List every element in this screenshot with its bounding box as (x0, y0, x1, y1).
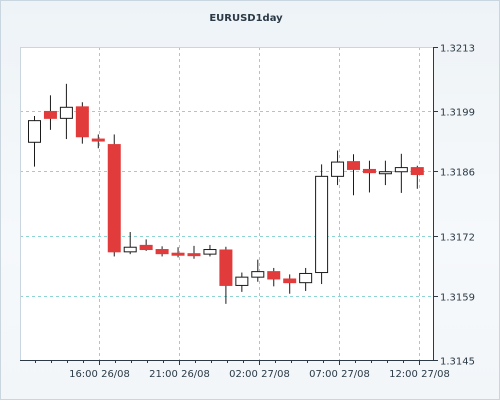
candle-body-bull (315, 175, 329, 274)
y-tick-label: 1.3186 (440, 168, 475, 179)
candle (91, 134, 105, 149)
candle (123, 232, 137, 255)
y-tick-label: 1.3172 (440, 233, 475, 244)
plot-area (20, 47, 433, 360)
candles (28, 83, 424, 304)
candle (299, 267, 313, 291)
candle (331, 150, 345, 186)
candle-body-bull (123, 246, 137, 253)
x-tick-label: 12:00 27/08 (389, 369, 450, 380)
x-tick-label: 16:00 26/08 (69, 369, 130, 380)
y-tick-label: 1.3159 (440, 293, 475, 304)
candle (203, 244, 217, 257)
x-tick-label: 07:00 27/08 (309, 369, 370, 380)
candle (219, 246, 233, 304)
candle-body-bear (267, 271, 281, 280)
candle (59, 83, 73, 140)
candle (155, 246, 169, 257)
candle-body-bear (283, 278, 297, 284)
candle-body-bear (43, 110, 57, 119)
candle (315, 164, 329, 285)
candle-body-bull (331, 161, 345, 177)
candle-body-bear (362, 168, 376, 174)
candle (43, 95, 57, 130)
y-tick-label: 1.3199 (440, 108, 475, 119)
x-tick-label: 21:00 26/08 (149, 369, 210, 380)
candle (251, 259, 265, 282)
candle (410, 165, 424, 189)
x-tick-label: 02:00 27/08 (229, 369, 290, 380)
candle (139, 239, 153, 251)
tick-labels: 1.3213 1.3199 1.3186 1.3172 1.3159 1.3145 16:0… (69, 44, 475, 381)
y-tick-label: 1.3213 (440, 44, 475, 55)
candle (75, 102, 89, 144)
candle-body-bear (410, 167, 424, 176)
candle-body-bear (91, 138, 105, 142)
candle-body-bear (139, 244, 153, 251)
candle (187, 245, 201, 259)
candle-body-bear (347, 161, 360, 170)
candle (171, 247, 185, 258)
candle-body-bull (203, 249, 217, 255)
candle-body-bull (378, 171, 392, 175)
y-tick-label: 1.3145 (440, 357, 475, 368)
candle (283, 274, 297, 294)
candle-body-bull (28, 120, 41, 143)
candle-body-bear (187, 253, 201, 257)
candle-body-bear (155, 249, 169, 255)
candle-body-bull (59, 106, 73, 119)
candle (362, 160, 376, 193)
candle-body-bear (107, 144, 121, 253)
candle (347, 154, 360, 196)
axes (20, 47, 438, 365)
candle (28, 116, 41, 167)
grid-lines (20, 47, 433, 360)
candle (394, 153, 408, 193)
candle (267, 267, 281, 287)
candle-body-bull (299, 272, 313, 284)
candle (378, 160, 392, 186)
chart-title: EURUSD1day (209, 13, 283, 24)
candle-body-bear (171, 252, 185, 256)
candle (107, 134, 121, 257)
candle (235, 272, 249, 292)
candle-body-bull (394, 167, 408, 173)
candle-body-bull (235, 276, 249, 286)
candle-body-bear (219, 249, 233, 286)
candle-body-bear (75, 106, 89, 138)
candle-body-bull (251, 271, 265, 278)
